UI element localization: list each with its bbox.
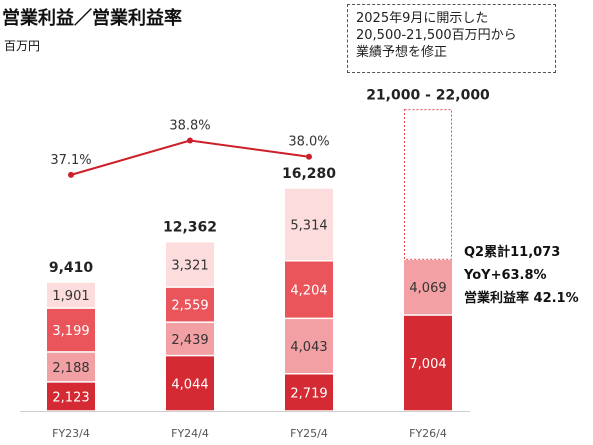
bar-segment [404, 315, 452, 411]
segment-value-label: 4,043 [290, 340, 327, 355]
segment-value-label: 2,439 [171, 333, 208, 348]
bar-segment [166, 356, 214, 411]
bar-segment [166, 287, 214, 322]
operating-margin-point [306, 153, 312, 160]
q2-margin: 営業利益率 42.1% [464, 291, 579, 306]
bar-segment [166, 242, 214, 287]
q2-cumulative: Q2累計11,073 [464, 245, 561, 260]
bar-total-label: 16,280 [282, 166, 336, 182]
segment-value-label: 7,004 [409, 357, 446, 372]
operating-margin-label: 38.8% [169, 119, 210, 134]
operating-margin-point [68, 171, 74, 178]
bar-segment [404, 260, 452, 315]
x-tick-label: FY23/4 [52, 427, 90, 440]
segment-value-label: 3,199 [52, 324, 89, 339]
unit-label: 百万円 [4, 39, 41, 53]
forecast-range-box [404, 109, 452, 260]
x-tick-label: FY24/4 [171, 427, 209, 440]
bar-segment [47, 308, 95, 352]
chart-title: 営業利益／営業利益率 [2, 8, 182, 29]
operating-margin-point [187, 137, 193, 144]
note-line-3: 業績予想を修正 [356, 45, 448, 60]
segment-value-label: 5,314 [290, 218, 327, 233]
bar-segment [285, 374, 333, 411]
operating-margin-label: 38.0% [288, 135, 329, 150]
bar-segment [47, 282, 95, 308]
segment-value-label: 2,123 [52, 390, 89, 405]
x-tick-label: FY26/4 [409, 427, 447, 440]
bar-segment [285, 319, 333, 373]
operating-margin-label: 37.1% [50, 153, 91, 168]
segment-value-label: 4,204 [290, 284, 327, 299]
q2-yoy: YoY+63.8% [464, 268, 547, 283]
segment-value-label: 4,044 [171, 377, 208, 392]
bar-total-label: 21,000 - 22,000 [366, 88, 490, 104]
bar-segment [47, 352, 95, 382]
segment-value-label: 2,719 [290, 386, 327, 401]
segment-value-label: 3,321 [171, 258, 208, 273]
segment-value-label: 2,559 [171, 299, 208, 314]
bar-total-label: 12,362 [163, 220, 217, 236]
note-line-1: 2025年9月に開示した [356, 11, 489, 26]
q2-summary: Q2累計11,073 YoY+63.8% 営業利益率 42.1% [464, 241, 579, 310]
bar-segment [285, 188, 333, 261]
bar-total-label: 9,410 [49, 260, 94, 276]
x-tick-label: FY25/4 [290, 427, 328, 440]
forecast-revision-note: 2025年9月に開示した 20,500-21,500百万円から 業績予想を修正 [347, 4, 556, 73]
bar-segment [47, 382, 95, 411]
bar-segment [166, 322, 214, 355]
note-line-2: 20,500-21,500百万円から [356, 28, 517, 43]
operating-margin-line [70, 139, 310, 176]
bar-segment [285, 261, 333, 318]
segment-value-label: 1,901 [52, 289, 89, 304]
segment-value-label: 4,069 [409, 281, 446, 296]
segment-value-label: 2,188 [52, 361, 89, 376]
